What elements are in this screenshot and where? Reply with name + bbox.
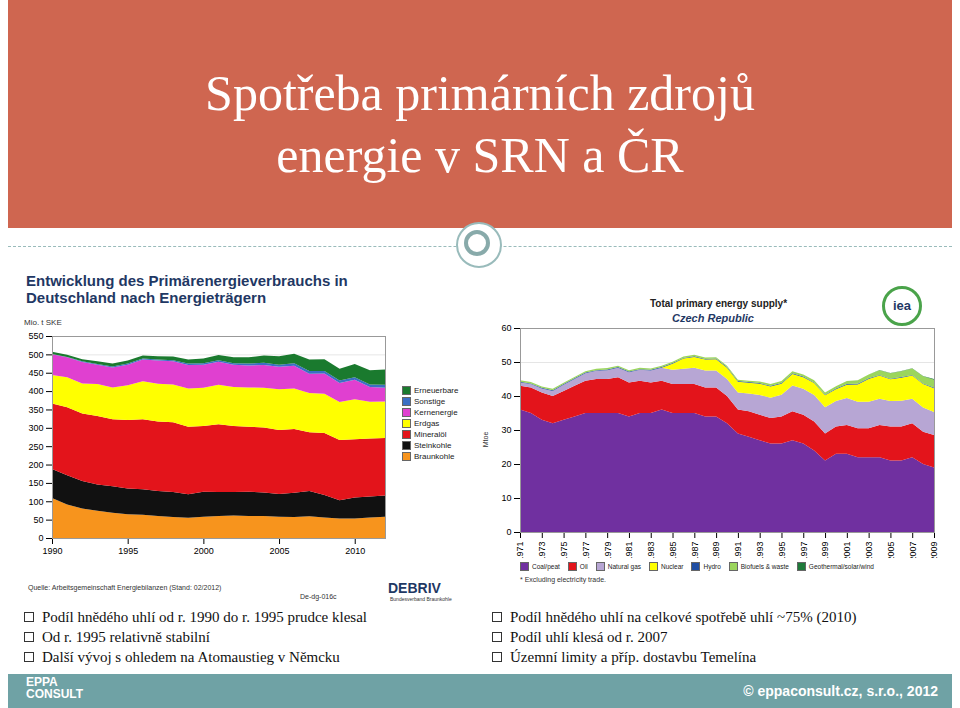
svg-text:1997: 1997 — [799, 542, 809, 559]
svg-text:1977: 1977 — [581, 542, 591, 559]
html-text:Erdgas: Erdgas — [414, 419, 440, 428]
html-text:Mtoe: Mtoe — [482, 431, 490, 448]
html-text:Bundesverband Braunkohle: Bundesverband Braunkohle — [390, 596, 452, 602]
svg-text:30: 30 — [501, 425, 511, 435]
svg-text:10: 10 — [501, 493, 511, 503]
html-text:Územní limity a příp. dostavbu: Územní limity a příp. dostavbu Temelína — [510, 649, 757, 665]
html-text:Kernenergie: Kernenergie — [414, 408, 458, 417]
svg-text:60: 60 — [501, 323, 511, 333]
svg-text:2005: 2005 — [886, 542, 896, 559]
svg-text:2003: 2003 — [864, 542, 874, 559]
html-text:EPPA: EPPA — [26, 675, 58, 689]
svg-text:450: 450 — [28, 368, 43, 378]
html-text:Podíl hnědého uhlí od r. 1990: Podíl hnědého uhlí od r. 1990 do r. 1995… — [42, 609, 367, 625]
svg-text:1981: 1981 — [624, 542, 634, 559]
html-text:energie v SRN a ČR: energie v SRN a ČR — [276, 127, 684, 183]
html-text:Oil: Oil — [579, 563, 588, 570]
html-text:Braunkohle: Braunkohle — [414, 452, 455, 461]
html-text:iea: iea — [893, 298, 911, 313]
html-text:Natural gas: Natural gas — [607, 563, 641, 570]
svg-text:2009: 2009 — [929, 542, 939, 559]
svg-text:2001: 2001 — [842, 542, 852, 559]
html-text:Entwicklung des Primärenergiev: Entwicklung des Primärenergieverbrauchs … — [26, 272, 348, 306]
html-text:Mio. t SKE: Mio. t SKE — [24, 318, 62, 327]
html-text:DEBRIV: DEBRIV — [388, 580, 441, 596]
svg-text:2000: 2000 — [194, 546, 214, 556]
html-text:Erneuerbare: Erneuerbare — [414, 386, 459, 395]
svg-text:150: 150 — [28, 478, 43, 488]
svg-text:40: 40 — [501, 391, 511, 401]
html-text:Spotřeba primárních zdrojů: Spotřeba primárních zdrojů — [205, 65, 755, 121]
svg-text:300: 300 — [28, 423, 43, 433]
svg-text:1975: 1975 — [559, 542, 569, 559]
svg-text:2007: 2007 — [908, 542, 918, 559]
svg-text:350: 350 — [28, 405, 43, 415]
svg-text:1995: 1995 — [118, 546, 138, 556]
svg-text:1987: 1987 — [690, 542, 700, 559]
html-text:De-dg-016c: De-dg-016c — [300, 593, 337, 600]
html-text:Total primary energy supply*: Total primary energy supply* — [650, 298, 788, 309]
svg-text:1983: 1983 — [646, 542, 656, 559]
svg-text:1971: 1971 — [515, 542, 525, 559]
svg-text:2005: 2005 — [270, 546, 290, 556]
svg-text:50: 50 — [501, 357, 511, 367]
html-text:Podíl uhlí klesá od r. 2007: Podíl uhlí klesá od r. 2007 — [510, 629, 668, 645]
svg-text:400: 400 — [28, 386, 43, 396]
svg-text:500: 500 — [28, 350, 43, 360]
svg-text:550: 550 — [28, 331, 43, 341]
svg-text:0: 0 — [38, 533, 43, 543]
html-text:© eppaconsult.cz, s.r.o., 2012: © eppaconsult.cz, s.r.o., 2012 — [743, 683, 938, 699]
svg-text:1985: 1985 — [668, 542, 678, 559]
svg-text:0: 0 — [506, 527, 511, 537]
svg-text:250: 250 — [28, 442, 43, 452]
html-text:* Excluding electricity trade.: * Excluding electricity trade. — [520, 576, 606, 583]
html-text:Steinkohle: Steinkohle — [414, 441, 452, 450]
html-text:Podíl hnědého uhlí na celkové: Podíl hnědého uhlí na celkové spotřebě u… — [510, 609, 857, 625]
svg-text:1989: 1989 — [711, 542, 721, 559]
html-text:Geothermal/solar/wind: Geothermal/solar/wind — [808, 563, 874, 570]
html-text:Hydro: Hydro — [703, 563, 721, 570]
html-text:Coal/peat: Coal/peat — [532, 563, 560, 570]
svg-text:100: 100 — [28, 497, 43, 507]
svg-text:2010: 2010 — [345, 546, 365, 556]
html-text:Sonstige: Sonstige — [414, 397, 446, 406]
svg-text:1991: 1991 — [733, 542, 743, 559]
svg-text:1993: 1993 — [755, 542, 765, 559]
svg-text:1990: 1990 — [42, 546, 62, 556]
svg-text:1973: 1973 — [537, 542, 547, 559]
svg-text:50: 50 — [33, 515, 43, 525]
svg-text:200: 200 — [28, 460, 43, 470]
html-text:Nuclear: Nuclear — [661, 563, 684, 570]
html-text:Mineralöl: Mineralöl — [414, 430, 447, 439]
svg-text:1979: 1979 — [603, 542, 613, 559]
svg-text:1999: 1999 — [820, 542, 830, 559]
html-text:Další vývoj s ohledem na Atoma: Další vývoj s ohledem na Atomaustieg v N… — [42, 649, 340, 665]
html-text:CONSULT: CONSULT — [26, 687, 84, 701]
svg-text:20: 20 — [501, 459, 511, 469]
html-text:Quelle: Arbeitsgemeinschaft En: Quelle: Arbeitsgemeinschaft Energiebilan… — [28, 584, 222, 591]
svg-text:1995: 1995 — [777, 542, 787, 559]
html-text:Od r. 1995 relativně stabilní: Od r. 1995 relativně stabilní — [42, 629, 210, 645]
html-text:Czech Republic: Czech Republic — [672, 312, 754, 324]
html-text:Biofuels & waste: Biofuels & waste — [740, 563, 789, 570]
